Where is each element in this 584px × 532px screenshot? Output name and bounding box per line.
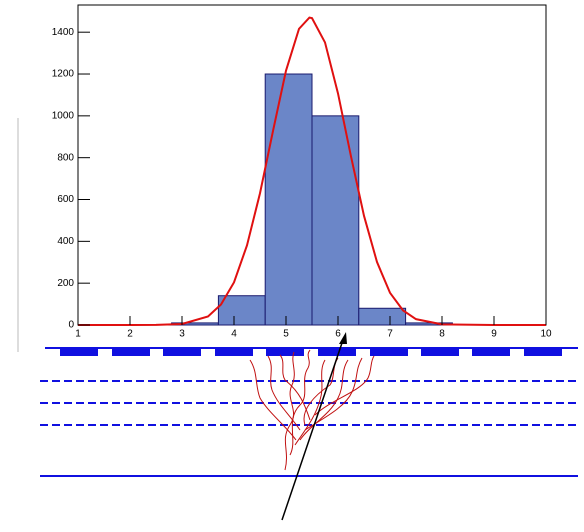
y-tick-label: 600 <box>57 194 74 205</box>
drift-path <box>279 354 311 421</box>
strip <box>318 348 356 356</box>
drift-paths <box>249 349 375 471</box>
plot: 0 200 400 600 800 1000 1200 1400 1 2 3 4 5 6 7 8 9 10 <box>52 4 552 340</box>
x-tick-label: 2 <box>127 329 133 340</box>
y-tick-label: 1400 <box>52 27 75 38</box>
x-tick-label: 5 <box>283 329 289 340</box>
strip <box>266 348 304 356</box>
strip <box>524 348 562 356</box>
drift-path <box>314 355 375 416</box>
x-tick-label: 7 <box>387 329 393 340</box>
strip <box>370 348 408 356</box>
detector <box>40 332 578 521</box>
x-tick-label: 9 <box>491 329 497 340</box>
y-tick-label: 0 <box>68 320 74 331</box>
x-tick-label: 3 <box>179 329 185 340</box>
drift-path <box>267 355 301 431</box>
drift-path <box>299 359 349 441</box>
strip <box>472 348 510 356</box>
bar <box>264 73 313 326</box>
strip <box>421 348 459 356</box>
drift-path <box>294 359 326 446</box>
y-tick-label: 400 <box>57 236 74 247</box>
track-arrowhead <box>339 332 347 344</box>
strip <box>112 348 150 356</box>
bar <box>358 307 407 326</box>
track <box>281 339 344 521</box>
strip <box>163 348 201 356</box>
strip <box>60 348 98 356</box>
strips <box>60 348 562 356</box>
drift-path <box>284 351 295 471</box>
x-tick-label: 6 <box>335 329 341 340</box>
y-tick-label: 1000 <box>52 110 75 121</box>
x-tick-label: 10 <box>540 329 552 340</box>
x-tick-label: 1 <box>75 329 81 340</box>
x-tick-label: 4 <box>231 329 237 340</box>
y-tick-label: 200 <box>57 278 74 289</box>
y-tick-label: 800 <box>57 152 74 163</box>
drift-path <box>249 359 297 441</box>
strip <box>215 348 253 356</box>
x-tick-label: 8 <box>439 329 445 340</box>
bar <box>217 295 266 326</box>
y-tick-label: 1200 <box>52 69 75 80</box>
drift-path <box>289 349 311 456</box>
fit-curve <box>78 16 546 326</box>
bar <box>311 115 360 326</box>
